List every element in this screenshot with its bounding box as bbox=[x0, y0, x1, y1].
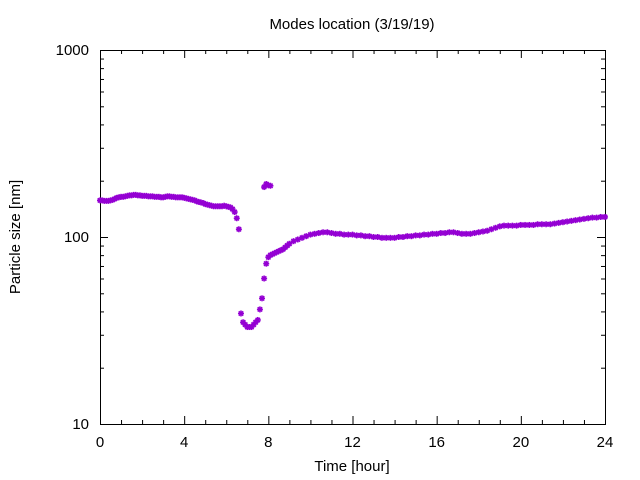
data-point bbox=[286, 240, 293, 247]
data-point bbox=[233, 215, 240, 222]
data-point bbox=[505, 222, 512, 229]
y-tick-labels: 10 100 1000 bbox=[56, 42, 89, 433]
x-tick-label: 8 bbox=[264, 434, 272, 451]
data-point bbox=[235, 226, 242, 233]
data-point bbox=[395, 234, 402, 240]
x-tick-label: 12 bbox=[344, 434, 361, 451]
data-point bbox=[320, 229, 327, 236]
axis-ticks bbox=[100, 50, 606, 425]
y-tick-label: 10 bbox=[72, 416, 89, 433]
x-tick-label: 0 bbox=[96, 434, 104, 451]
data-point bbox=[526, 221, 533, 228]
x-tick-label: 20 bbox=[512, 434, 529, 451]
x-tick-label: 16 bbox=[428, 434, 445, 451]
data-point bbox=[572, 217, 579, 224]
x-axis-label: Time [hour] bbox=[314, 458, 389, 475]
data-point bbox=[267, 182, 274, 189]
chart-title: Modes location (3/19/19) bbox=[269, 16, 434, 33]
y-tick-label: 100 bbox=[64, 229, 89, 246]
data-point bbox=[404, 233, 411, 240]
x-tick-label: 4 bbox=[180, 434, 188, 451]
data-point bbox=[589, 214, 596, 221]
data-point bbox=[237, 310, 244, 317]
data-point bbox=[446, 229, 453, 236]
data-point bbox=[421, 231, 428, 238]
data-point bbox=[370, 234, 377, 240]
data-point bbox=[261, 275, 268, 282]
data-point bbox=[437, 230, 444, 237]
data-point bbox=[263, 260, 270, 267]
data-point bbox=[517, 221, 524, 228]
y-tick-label: 1000 bbox=[56, 42, 89, 59]
data-points bbox=[97, 181, 608, 331]
data-point bbox=[254, 316, 261, 323]
data-point bbox=[259, 295, 266, 302]
x-tick-labels: 0 4 8 12 16 20 24 bbox=[96, 434, 614, 451]
y-axis-label: Particle size [nm] bbox=[7, 180, 24, 294]
data-point bbox=[378, 234, 385, 241]
data-point bbox=[231, 209, 238, 216]
data-point bbox=[602, 213, 608, 220]
data-point bbox=[256, 306, 263, 313]
x-tick-label: 24 bbox=[597, 434, 614, 451]
